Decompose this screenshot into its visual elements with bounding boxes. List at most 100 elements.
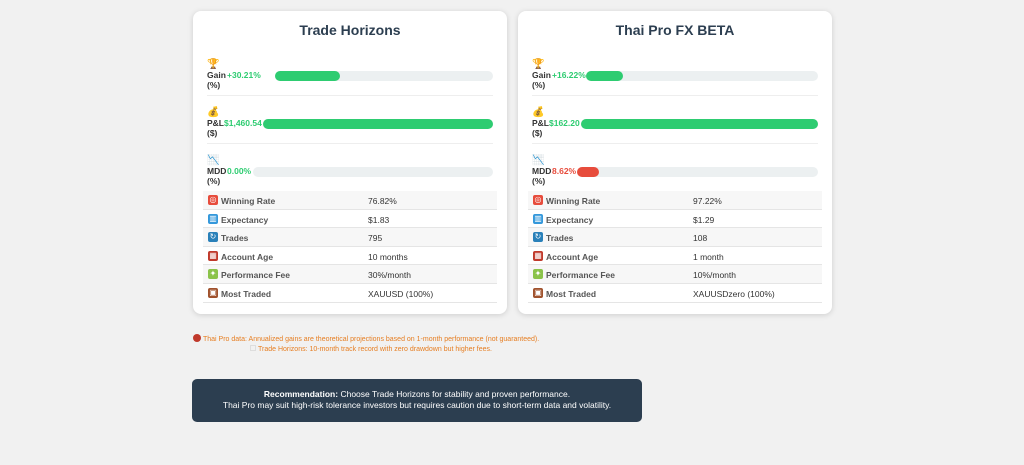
stat-label: Account Age — [221, 251, 274, 262]
stat-value: XAUUSD (100%) — [368, 288, 434, 299]
stat-row: ▥ Expectancy $1.83 — [203, 210, 497, 229]
mdd-metric: 📉 MDD (%) 0.00% — [207, 155, 493, 193]
stat-row: ◎ Winning Rate 76.82% — [203, 191, 497, 210]
metric-value: $1,460.54 — [224, 118, 262, 128]
chart-down-icon: 📉 — [207, 155, 220, 166]
calendar-icon: ▦ — [533, 250, 543, 261]
metric-unit: (%) — [532, 80, 546, 90]
metric-value: +16.22% — [552, 70, 586, 80]
stat-row: ◎ Winning Rate 97.22% — [528, 191, 822, 210]
metric-name: MDD — [207, 166, 227, 176]
recommendation-box: Recommendation: Choose Trade Horizons fo… — [192, 379, 642, 422]
stat-label: Most Traded — [546, 288, 597, 299]
stat-row: ✦ Performance Fee 10%/month — [528, 265, 822, 284]
trophy-icon: 🏆 — [532, 59, 545, 70]
chart-icon: ▥ — [208, 213, 218, 224]
pnl-metric: 💰 P&L ($) $1,460.54 — [207, 107, 493, 145]
note-text: Thai Pro data: Annualized gains are theo… — [203, 336, 540, 343]
note-text: Trade Horizons: 10-month track record wi… — [258, 346, 492, 353]
divider — [532, 95, 818, 96]
note-thai-pro: Thai Pro data: Annualized gains are theo… — [193, 334, 539, 345]
gain-bar-fill — [275, 71, 341, 81]
gain-bar-track — [275, 71, 493, 81]
money-bag-icon: 💰 — [532, 107, 545, 118]
metric-unit: (%) — [532, 176, 546, 186]
stat-value: 97.22% — [693, 196, 722, 206]
stat-row: ↻ Trades 108 — [528, 228, 822, 247]
thai-pro-card: Thai Pro FX BETA 🏆 Gain (%) +16.22% 💰 P&… — [518, 11, 832, 314]
metric-unit: (%) — [207, 176, 221, 186]
stat-row: ▦ Account Age 1 month — [528, 247, 822, 266]
stat-row: ✦ Performance Fee 30%/month — [203, 265, 497, 284]
stat-label: Trades — [221, 233, 249, 244]
gain-bar-fill — [586, 71, 624, 81]
stat-value: 10 months — [368, 251, 408, 262]
stat-value: 795 — [368, 233, 383, 244]
stat-label: Expectancy — [221, 214, 269, 225]
pnl-bar-fill — [581, 119, 818, 129]
trophy-icon: 🏆 — [207, 59, 220, 70]
trade-horizons-card: Trade Horizons 🏆 Gain (%) +30.21% 💰 P&L … — [193, 11, 507, 314]
metric-name: P&L — [532, 118, 549, 128]
divider — [207, 143, 493, 144]
pnl-metric: 💰 P&L ($) $162.20 — [532, 107, 818, 145]
stats-table: ◎ Winning Rate 97.22% ▥ Expectancy $1.29 ↻ Tr… — [528, 191, 822, 303]
stat-label: Performance Fee — [221, 270, 290, 281]
stat-label: Performance Fee — [546, 270, 615, 281]
mdd-metric: 📉 MDD (%) 8.62% — [532, 155, 818, 193]
stat-value: 108 — [693, 233, 708, 244]
stat-row: ▣ Most Traded XAUUSD (100%) — [203, 284, 497, 303]
stat-value: $1.29 — [693, 214, 715, 225]
refresh-icon: ↻ — [208, 232, 218, 243]
stat-label: Account Age — [546, 251, 599, 262]
recommendation-text: Choose Trade Horizons for stability and … — [340, 389, 571, 399]
note-trade-horizons: Trade Horizons: 10-month track record wi… — [193, 345, 539, 355]
mdd-bar-track — [253, 167, 493, 177]
package-icon: ▣ — [533, 287, 543, 298]
recommendation-line1: Recommendation: Choose Trade Horizons fo… — [192, 389, 642, 400]
metric-unit: ($) — [532, 128, 543, 138]
metric-name: Gain — [532, 70, 551, 80]
pnl-bar-track — [581, 119, 818, 129]
square-icon — [250, 345, 256, 351]
stat-row: ▣ Most Traded XAUUSDzero (100%) — [528, 284, 822, 303]
metric-name: P&L — [207, 118, 224, 128]
calendar-icon: ▦ — [208, 250, 218, 261]
pnl-bar-track — [263, 119, 493, 129]
metric-unit: ($) — [207, 128, 218, 138]
metric-name: MDD — [532, 166, 552, 176]
metric-name: Gain — [207, 70, 226, 80]
target-icon: ◎ — [208, 195, 218, 205]
target-icon: ◎ — [533, 195, 543, 205]
stat-label: Most Traded — [221, 288, 272, 299]
stat-row: ▦ Account Age 10 months — [203, 247, 497, 266]
money-icon: ✦ — [208, 269, 218, 280]
metric-value: $162.20 — [549, 118, 580, 128]
money-icon: ✦ — [533, 269, 543, 280]
metric-value: 8.62% — [552, 166, 577, 176]
gain-metric: 🏆 Gain (%) +30.21% — [207, 59, 493, 97]
chart-down-icon: 📉 — [532, 155, 545, 166]
package-icon: ▣ — [208, 287, 218, 298]
stat-row: ↻ Trades 795 — [203, 228, 497, 247]
gain-bar-track — [586, 71, 818, 81]
card-title: Trade Horizons — [299, 22, 401, 38]
stat-label: Expectancy — [546, 214, 594, 225]
pnl-bar-fill — [263, 119, 493, 129]
stat-label: Winning Rate — [221, 196, 276, 206]
stats-table: ◎ Winning Rate 76.82% ▥ Expectancy $1.83 ↻ Tr… — [203, 191, 497, 303]
stat-value: $1.83 — [368, 214, 390, 225]
money-bag-icon: 💰 — [207, 107, 220, 118]
stat-value: 10%/month — [693, 270, 736, 281]
metric-value: 0.00% — [227, 166, 252, 176]
gain-metric: 🏆 Gain (%) +16.22% — [532, 59, 818, 97]
stat-label: Winning Rate — [546, 196, 601, 206]
stat-label: Trades — [546, 233, 574, 244]
divider — [207, 95, 493, 96]
metric-unit: (%) — [207, 80, 221, 90]
footnotes: Thai Pro data: Annualized gains are theo… — [193, 334, 539, 355]
metric-value: +30.21% — [227, 70, 261, 80]
chart-icon: ▥ — [533, 213, 543, 224]
recommendation-line2: Thai Pro may suit high-risk tolerance in… — [222, 400, 612, 410]
refresh-icon: ↻ — [533, 232, 543, 243]
